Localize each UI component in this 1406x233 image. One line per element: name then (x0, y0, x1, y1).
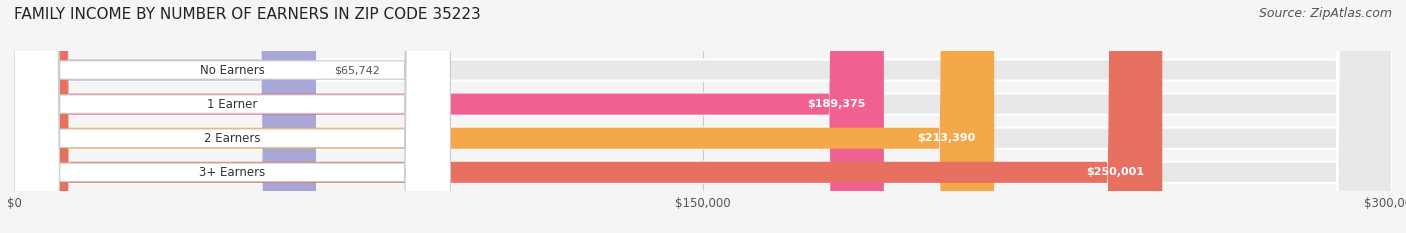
Text: 2 Earners: 2 Earners (204, 132, 260, 145)
Text: Source: ZipAtlas.com: Source: ZipAtlas.com (1258, 7, 1392, 20)
FancyBboxPatch shape (14, 0, 1392, 233)
FancyBboxPatch shape (14, 0, 450, 233)
FancyBboxPatch shape (14, 0, 994, 233)
FancyBboxPatch shape (14, 0, 450, 233)
FancyBboxPatch shape (14, 0, 1163, 233)
FancyBboxPatch shape (14, 0, 316, 233)
Text: $189,375: $189,375 (807, 99, 866, 109)
Text: No Earners: No Earners (200, 64, 264, 76)
Text: FAMILY INCOME BY NUMBER OF EARNERS IN ZIP CODE 35223: FAMILY INCOME BY NUMBER OF EARNERS IN ZI… (14, 7, 481, 22)
Text: $250,001: $250,001 (1085, 167, 1144, 177)
FancyBboxPatch shape (14, 0, 1392, 233)
FancyBboxPatch shape (14, 0, 1392, 233)
Text: $65,742: $65,742 (335, 65, 380, 75)
Text: 3+ Earners: 3+ Earners (200, 166, 266, 179)
FancyBboxPatch shape (14, 0, 450, 233)
Text: 1 Earner: 1 Earner (207, 98, 257, 111)
Text: $213,390: $213,390 (918, 133, 976, 143)
FancyBboxPatch shape (14, 0, 884, 233)
FancyBboxPatch shape (14, 0, 1392, 233)
FancyBboxPatch shape (14, 0, 450, 233)
